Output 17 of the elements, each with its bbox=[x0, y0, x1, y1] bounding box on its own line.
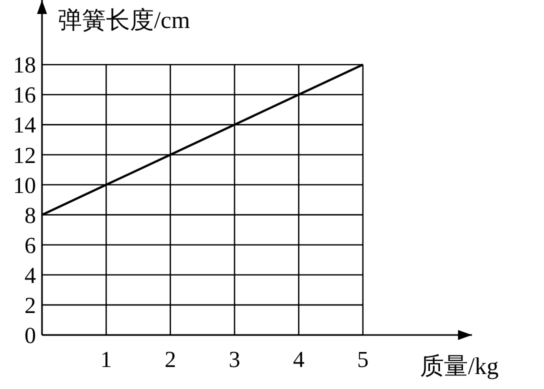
y-tick-label: 10 bbox=[13, 172, 36, 198]
y-tick-label: 0 bbox=[24, 323, 36, 348]
x-axis-title: 质量/kg bbox=[420, 354, 499, 380]
y-tick-label: 8 bbox=[24, 202, 36, 228]
x-tick-label: 3 bbox=[228, 347, 240, 372]
y-tick-label: 16 bbox=[13, 82, 36, 108]
y-tick-label: 4 bbox=[24, 262, 36, 288]
x-tick-label: 1 bbox=[100, 347, 112, 372]
x-tick-label: 2 bbox=[164, 347, 176, 372]
y-tick-label: 14 bbox=[13, 112, 36, 138]
y-tick-label: 6 bbox=[24, 232, 36, 258]
y-tick-label: 2 bbox=[24, 293, 36, 318]
x-tick-label: 5 bbox=[357, 347, 369, 372]
y-axis-title: 弹簧长度/cm bbox=[58, 7, 190, 34]
x-tick-label: 4 bbox=[292, 347, 305, 372]
y-tick-label: 12 bbox=[13, 142, 36, 168]
y-tick-label: 18 bbox=[13, 52, 36, 78]
